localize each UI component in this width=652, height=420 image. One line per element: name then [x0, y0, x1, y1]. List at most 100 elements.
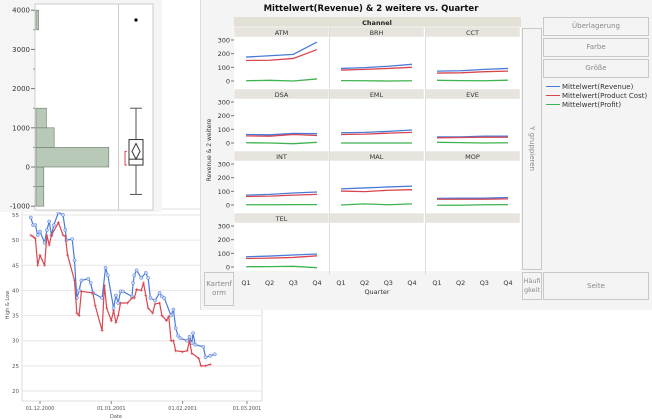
y-tick-label: 100	[218, 64, 230, 72]
chart-title: Mittelwert(Revenue) & 2 weitere vs. Quar…	[264, 4, 480, 14]
high-point	[120, 289, 125, 294]
series-line	[245, 41, 318, 58]
group-y-drop-zone[interactable]: Y gruppieren	[522, 28, 542, 270]
series-line	[340, 131, 413, 136]
low-point	[50, 233, 53, 237]
map-shape-drop-zone[interactable]: Kartenform	[204, 272, 234, 306]
histogram-bar	[35, 127, 55, 148]
histogram-chart: 4000 3000 2000 1000 0 -1000	[10, 3, 154, 211]
legend-item: Mittelwert(Revenue)	[546, 82, 647, 91]
series-line	[436, 67, 509, 72]
x-tick-label: Q3	[384, 279, 393, 287]
high-point	[103, 265, 108, 270]
y-tick-label: 0	[226, 78, 230, 86]
y-tick-label: 45	[12, 263, 19, 269]
low-point	[31, 235, 35, 239]
series-line	[245, 132, 318, 136]
x-tick-label: 01.02.2001	[168, 406, 197, 412]
low-point	[63, 234, 67, 238]
high-point	[148, 296, 153, 300]
panel-header-label: MAL	[370, 153, 384, 161]
high-point	[143, 270, 148, 275]
y-tick-label: 0	[226, 202, 230, 210]
low-point	[116, 314, 120, 318]
high-point	[208, 353, 213, 358]
y-tick-label: 0	[226, 140, 230, 148]
mean-diamond	[131, 142, 141, 161]
x-tick-label: Q4	[312, 279, 321, 287]
high-point	[201, 344, 206, 349]
high-point	[178, 336, 183, 341]
color-drop-zone[interactable]: Farbe	[543, 38, 649, 57]
histogram-bar	[35, 186, 45, 207]
high-point	[153, 298, 157, 303]
panel-header-label: EVE	[466, 91, 479, 99]
high-point	[193, 342, 198, 347]
plot-frame	[34, 3, 154, 211]
high-point	[191, 331, 195, 336]
outlier-point	[134, 18, 138, 22]
low-point	[165, 319, 168, 323]
low-point	[61, 233, 65, 237]
y-tick-label: 30	[12, 339, 19, 345]
y-tick-label: 300	[218, 223, 230, 231]
x-tick-label: 01.12.2000	[26, 406, 55, 412]
frequency-drop-zone[interactable]: Häufigkeit	[522, 272, 542, 300]
high-point	[61, 213, 65, 217]
low-point	[174, 349, 178, 353]
series-line	[245, 141, 318, 145]
series-line	[436, 141, 509, 144]
y-tick-label: 200	[218, 236, 230, 244]
low-point	[43, 263, 47, 267]
legend: Mittelwert(Revenue) Mittelwert(Product C…	[546, 82, 647, 109]
high-point	[28, 215, 33, 220]
y-axis-label: High & Low	[5, 291, 11, 319]
low-point	[36, 263, 40, 267]
x-tick-label: 01.03.2001	[233, 406, 262, 412]
panel-header-label: INT	[276, 153, 287, 161]
high-point	[157, 291, 162, 295]
x-tick-label: 01.01.2001	[97, 406, 126, 412]
low-point	[190, 351, 194, 355]
low-point	[153, 302, 157, 306]
panel-header-label: BRH	[370, 29, 384, 37]
low-point	[75, 311, 79, 315]
panel-header-label: EML	[370, 91, 384, 99]
distribution-window: 4000 3000 2000 1000 0 -1000	[0, 0, 162, 212]
panel-header	[424, 212, 521, 224]
high-point	[72, 258, 77, 263]
low-point	[29, 233, 33, 237]
high-point	[146, 276, 150, 280]
size-drop-zone[interactable]: Größe	[543, 59, 649, 78]
low-point	[188, 339, 191, 343]
y-axis-label: Revenue & 2 weitere	[206, 118, 213, 181]
low-point	[208, 362, 212, 366]
high-point	[38, 229, 42, 234]
series-line	[436, 196, 509, 200]
page-drop-zone[interactable]: Seite	[543, 272, 649, 300]
series-line	[245, 255, 318, 260]
x-tick-label: Q4	[503, 279, 512, 287]
x-tick-label: Q2	[265, 279, 274, 287]
series-line	[245, 48, 318, 62]
series-line	[340, 129, 413, 134]
low-point	[185, 349, 189, 353]
x-axis-label: Date	[110, 414, 122, 420]
high-point	[162, 296, 167, 300]
high-point	[70, 237, 75, 241]
series-line	[340, 66, 413, 71]
low-point	[38, 253, 42, 257]
graph-builder-window: Mittelwert(Revenue) & 2 weitere vs. Quar…	[200, 0, 652, 310]
overlay-drop-zone[interactable]: Überlagerung	[543, 17, 649, 36]
low-point	[66, 253, 70, 257]
low-point	[144, 293, 148, 297]
y-tick-label: 25	[12, 364, 19, 370]
y-tick-label: 100	[218, 188, 230, 196]
y-tick-label: 4000	[12, 7, 30, 15]
series-line	[340, 203, 413, 206]
x-tick-label: Q2	[360, 279, 369, 287]
low-point	[47, 243, 51, 247]
low-point	[151, 311, 155, 315]
low-point	[45, 233, 49, 237]
series-line	[245, 78, 318, 82]
